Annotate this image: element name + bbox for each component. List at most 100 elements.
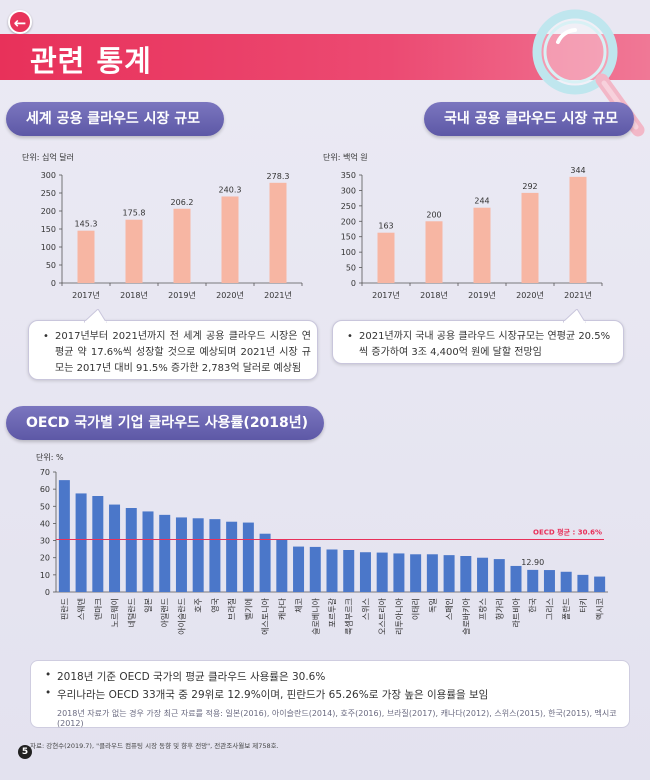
x-tick-label: 멕시코	[595, 598, 605, 620]
page-title: 관련 통계	[30, 44, 152, 78]
x-tick-label: 2021년	[564, 290, 592, 300]
bullet: •	[347, 331, 353, 342]
bar	[125, 508, 137, 592]
korea-market-title: 국내 공용 클라우드 시장 규모	[444, 111, 619, 127]
world-unit: 단위: 십억 달러	[22, 153, 74, 162]
bar	[58, 480, 70, 592]
x-tick-label: 캐나다	[278, 597, 287, 620]
x-tick-label: 2020년	[216, 290, 244, 300]
x-tick-label: 슬로베니아	[310, 597, 320, 634]
y-tick-label: 60	[40, 485, 50, 494]
callout-pointer	[563, 309, 586, 323]
source-citation: 자료: 강현수(2019.7), "클라우드 컴퓨팅 시장 동향 및 향후 전망…	[30, 742, 279, 750]
y-tick-label: 200	[41, 207, 56, 216]
x-tick-label: 에스토니아	[260, 597, 270, 634]
bar	[221, 196, 239, 283]
bar	[75, 493, 87, 592]
x-tick-label: 그리스	[545, 598, 554, 620]
data-label: 175.8	[123, 209, 146, 218]
x-tick-label: 스위스	[361, 598, 370, 620]
data-label: 278.3	[267, 172, 290, 181]
bar	[192, 518, 204, 592]
bar	[376, 552, 388, 592]
oecd-note-1: 2018년 기준 OECD 국가의 평균 클라우드 사용률은 30.6%	[57, 671, 326, 683]
oecd-note-2: 우리나라는 OECD 33개국 중 29위로 12.9%이며, 핀란드가 65.…	[57, 689, 489, 701]
x-tick-label: 터키	[579, 598, 588, 613]
y-tick-label: 30	[40, 537, 50, 546]
y-tick-label: 200	[341, 217, 356, 226]
bar	[125, 219, 143, 283]
bar	[269, 182, 287, 283]
bar	[242, 522, 254, 592]
x-tick-label: 영국	[210, 598, 220, 613]
bar	[577, 574, 589, 592]
x-tick-label: 네덜란드	[126, 598, 136, 627]
y-tick-label: 350	[341, 171, 356, 180]
y-tick-label: 50	[40, 502, 50, 511]
x-tick-label: 일본	[144, 598, 153, 613]
bar	[209, 519, 221, 592]
korea-callout: • 2021년까지 국내 공용 클라우드 시장규모는 연평균 20.5%씩 증가…	[332, 309, 624, 364]
korea-market-pill: 국내 공용 클라우드 시장 규모	[424, 102, 634, 136]
x-tick-label: 2018년	[120, 290, 148, 300]
y-tick-label: 40	[40, 519, 50, 528]
bar	[560, 571, 572, 592]
x-tick-label: 노르웨이	[110, 598, 120, 627]
bar	[173, 208, 191, 283]
average-label: OECD 평균 : 30.6%	[533, 528, 602, 537]
data-label: 240.3	[219, 185, 242, 194]
oecd-unit: 단위: %	[36, 453, 64, 462]
x-tick-label: 2020년	[516, 290, 544, 300]
x-tick-label: 라트비아	[511, 597, 521, 627]
bar	[377, 232, 395, 283]
data-label: 163	[378, 222, 393, 231]
x-tick-label: 아이슬란드	[176, 598, 186, 635]
bar	[175, 517, 187, 592]
world-market-title: 세계 공용 클라우드 시장 규모	[26, 111, 201, 127]
oecd-title: OECD 국가별 기업 클라우드 사용률(2018년)	[26, 415, 309, 431]
bar	[77, 230, 95, 283]
bar	[425, 221, 443, 283]
x-tick-label: 체코	[294, 598, 304, 613]
y-tick-label: 150	[41, 225, 56, 234]
x-tick-label: 2019년	[168, 290, 196, 300]
bar	[569, 176, 587, 283]
y-tick-label: 250	[341, 202, 356, 211]
world-callout: • 2017년부터 2021년까지 전 세계 공용 클라우드 시장은 연평균 약…	[28, 309, 318, 380]
bar	[460, 556, 472, 592]
bar	[309, 546, 321, 592]
bar	[159, 514, 171, 592]
x-tick-label: 슬로바키아	[461, 597, 471, 634]
x-tick-label: 2018년	[420, 290, 448, 300]
oecd-notes: • 2018년 기준 OECD 국가의 평균 클라우드 사용률은 30.6% •…	[30, 660, 630, 728]
data-label: 200	[426, 210, 441, 219]
world-market-chart: 0 50 100 150 200 250 300 145.3 2017년 175.8 2018년 20…	[41, 171, 303, 300]
x-tick-label: 2017년	[372, 290, 400, 300]
bar	[510, 565, 522, 592]
y-tick-label: 70	[40, 468, 50, 477]
x-tick-label: 리투아니아	[394, 597, 404, 634]
bar	[410, 554, 422, 592]
x-tick-label: 브라질	[228, 598, 237, 620]
bar	[594, 576, 606, 592]
x-tick-label: 이태리	[411, 598, 421, 620]
oecd-footnote: 2018년 자료가 없는 경우 가장 최근 자료를 적용: 일본(2016), …	[57, 709, 617, 728]
x-tick-label: 2017년	[72, 290, 100, 300]
x-tick-label: 오스트리아	[377, 597, 387, 634]
x-tick-label: 폴란드	[561, 598, 571, 620]
bar	[226, 521, 238, 592]
y-tick-label: 10	[40, 571, 50, 580]
x-tick-label: 스웨덴	[76, 598, 86, 620]
back-arrow-icon[interactable]: ←	[8, 10, 32, 34]
bullet: •	[43, 331, 49, 342]
callout-pointer	[84, 309, 107, 323]
x-tick-label: 벨기에	[243, 598, 253, 620]
korea-unit: 단위: 백억 원	[323, 153, 368, 162]
bar	[359, 552, 371, 592]
bar	[477, 557, 489, 592]
bar	[142, 511, 154, 592]
bar	[521, 192, 539, 283]
world-market-pill: 세계 공용 클라우드 시장 규모	[6, 102, 224, 136]
y-tick-label: 250	[41, 189, 56, 198]
bar	[473, 207, 491, 283]
